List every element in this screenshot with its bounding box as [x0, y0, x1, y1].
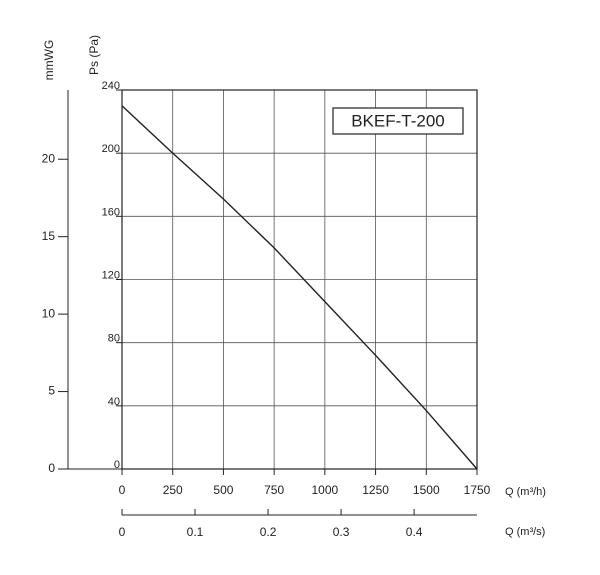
x2-tick-label: 0: [119, 525, 126, 539]
y-tick-label: 40: [108, 396, 120, 408]
y-tick-label: 120: [102, 270, 120, 282]
y2-tick-label: 5: [48, 384, 55, 398]
y-tick-label: 200: [102, 143, 120, 155]
y-tick-label: 160: [102, 206, 120, 218]
x-tick-label: 250: [163, 483, 183, 497]
x-tick-label: 0: [119, 483, 126, 497]
y-tick-label: 80: [108, 333, 120, 345]
x-tick-label: 1750: [464, 483, 491, 497]
x-tick-label: 1000: [312, 483, 339, 497]
curve: [121, 105, 478, 470]
x2-tick-label: 0.4: [406, 525, 423, 539]
y-tick-label: 0: [114, 459, 120, 471]
y2-tick-label: 10: [42, 306, 56, 320]
x-tick-label: 1250: [362, 483, 389, 497]
y2-tick-label: 15: [42, 229, 56, 243]
y-tick-label: 240: [102, 80, 120, 92]
x2-axis-title: Q (m³/s): [505, 526, 545, 538]
y-axis-title: Ps (Pa): [87, 35, 101, 75]
y2-tick-label: 20: [42, 151, 56, 165]
x-tick-label: 1500: [413, 483, 440, 497]
y2-tick-label: 0: [48, 461, 55, 475]
x2-tick-label: 0.1: [187, 525, 204, 539]
x2-tick-label: 0.2: [260, 525, 277, 539]
x-axis-title: Q (m³/h): [505, 486, 546, 498]
x-tick-label: 750: [264, 483, 284, 497]
x-tick-label: 500: [213, 483, 233, 497]
y2-axis-title: mmWG: [42, 40, 56, 81]
x2-tick-label: 0.3: [333, 525, 350, 539]
legend-box: [332, 107, 464, 135]
legend-label: BKEF-T-200: [351, 111, 445, 130]
